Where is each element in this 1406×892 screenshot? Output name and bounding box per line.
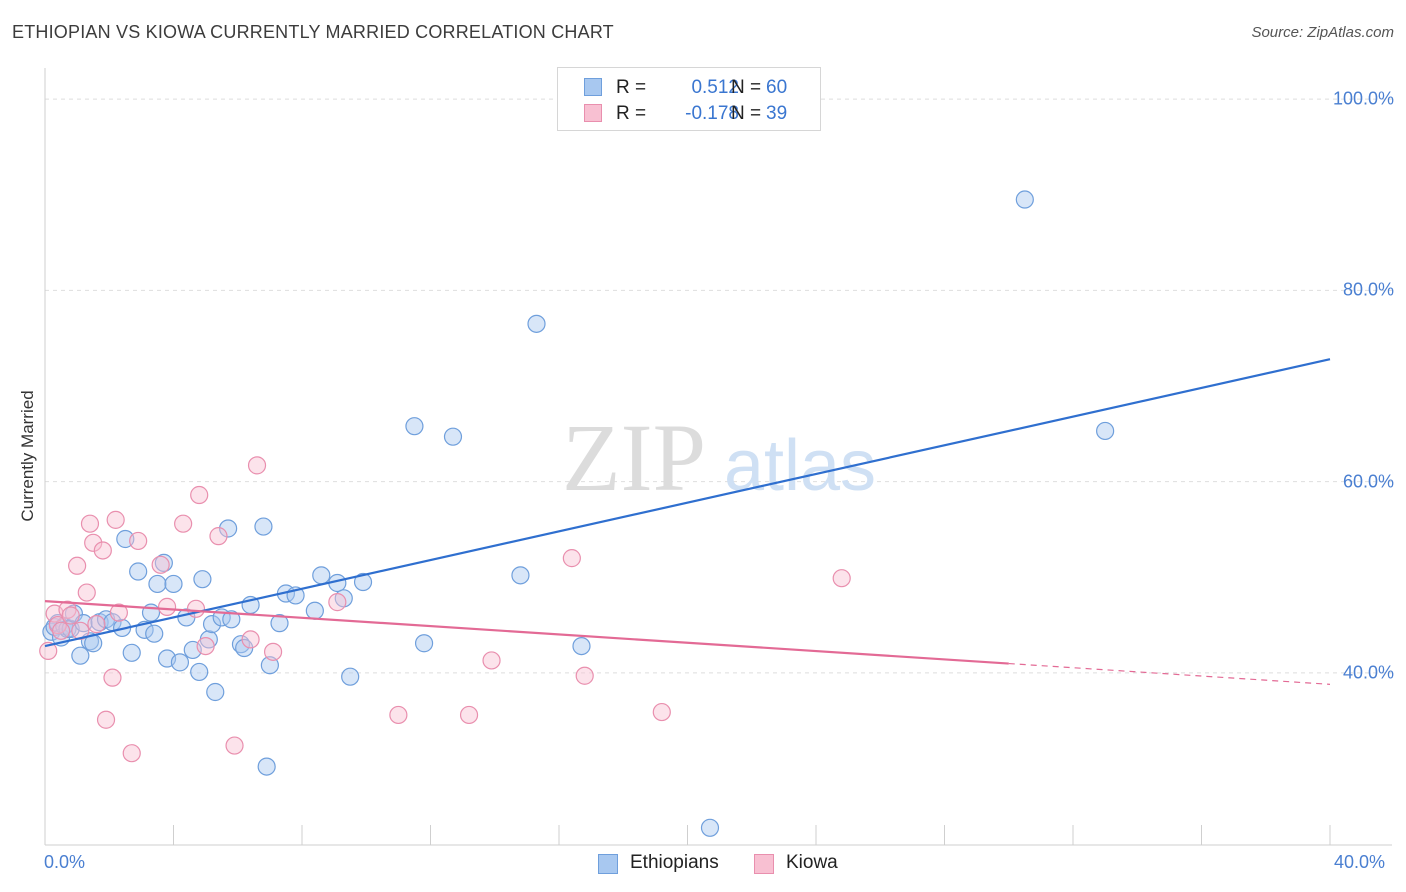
y-tick-label: 80.0% [1342, 279, 1394, 300]
point-kiowa [209, 527, 228, 546]
point-kiowa [241, 630, 260, 649]
point-kiowa [48, 615, 67, 635]
legend-n-label: N = [731, 103, 762, 124]
point-ethiopians [1015, 190, 1034, 209]
point-kiowa [652, 702, 671, 722]
point-kiowa [151, 555, 170, 574]
point-ethiopians [154, 553, 173, 573]
point-ethiopians [305, 601, 324, 620]
point-ethiopians [443, 427, 463, 446]
legend-r-value: -0.178 [685, 103, 739, 124]
legend-label-kiowa: Kiowa [786, 852, 838, 873]
point-kiowa [174, 514, 193, 533]
point-ethiopians [1096, 421, 1115, 441]
x-tick-min: 0.0% [44, 852, 86, 872]
point-ethiopians [129, 562, 148, 581]
point-ethiopians [122, 643, 141, 662]
point-kiowa [39, 641, 58, 660]
stats-legend: R = 0.512 N = 60 R = -0.178 N = 39 [557, 67, 821, 131]
point-kiowa [225, 736, 244, 755]
trend-line-ethiopians [44, 358, 1331, 648]
point-kiowa [103, 668, 122, 687]
point-kiowa [80, 514, 100, 533]
legend-swatch-kiowa [584, 104, 602, 122]
point-ethiopians [572, 636, 591, 656]
point-ethiopians [312, 566, 331, 585]
point-ethiopians [527, 314, 546, 333]
point-kiowa [575, 666, 594, 685]
point-ethiopians [190, 662, 209, 682]
point-kiowa [122, 744, 141, 763]
point-kiowa [562, 549, 581, 568]
legend-n-label: N = [731, 77, 762, 98]
y-tick-label: 60.0% [1342, 471, 1394, 492]
point-ethiopians [341, 667, 360, 686]
point-ethiopians [260, 656, 279, 675]
x-tick-max: 40.0% [1334, 852, 1386, 872]
point-kiowa [482, 651, 501, 670]
point-ethiopians [270, 614, 289, 633]
point-kiowa [96, 710, 116, 729]
point-ethiopians [71, 646, 90, 665]
trend-line-extension-kiowa [1008, 662, 1331, 685]
point-kiowa [58, 600, 77, 619]
legend-n-value: 39 [766, 103, 788, 124]
gridlines [45, 98, 1392, 674]
point-kiowa [389, 705, 408, 725]
point-ethiopians [254, 517, 273, 536]
point-kiowa [106, 510, 125, 529]
trend-line-kiowa [44, 600, 1009, 665]
point-kiowa [68, 556, 87, 575]
point-ethiopians [202, 615, 222, 634]
data-points [39, 190, 1115, 837]
legend-swatch-kiowa [754, 854, 774, 874]
point-ethiopians [405, 417, 424, 436]
watermark-zip: ZIP [562, 404, 706, 511]
point-ethiopians [145, 624, 164, 643]
point-ethiopians [353, 572, 373, 592]
legend-label-ethiopians: Ethiopians [630, 852, 719, 873]
point-ethiopians [257, 757, 276, 776]
point-kiowa [263, 642, 283, 661]
point-kiowa [196, 636, 215, 656]
point-kiowa [247, 456, 267, 475]
y-tick-label: 40.0% [1342, 662, 1394, 683]
watermark: ZIP atlas [562, 404, 876, 511]
legend-r-value: 0.512 [691, 77, 739, 98]
legend-swatch-ethiopians [598, 854, 618, 874]
legend-r-label: R = [616, 77, 647, 98]
point-kiowa [84, 533, 103, 552]
point-ethiopians [511, 566, 530, 585]
point-kiowa [109, 603, 128, 622]
point-ethiopians [164, 574, 183, 594]
point-kiowa [459, 705, 479, 725]
point-ethiopians [170, 653, 190, 672]
source-label: Source: ZipAtlas.com [1251, 24, 1394, 41]
legend-swatch-ethiopians [584, 78, 602, 96]
point-kiowa [61, 606, 80, 625]
trend-lines [44, 358, 1331, 685]
point-ethiopians [222, 610, 241, 629]
point-kiowa [51, 621, 71, 640]
point-ethiopians [206, 682, 225, 702]
point-kiowa [93, 541, 112, 560]
axes [44, 68, 1392, 846]
point-kiowa [832, 569, 851, 588]
point-ethiopians [148, 574, 167, 594]
point-ethiopians [219, 519, 238, 538]
point-kiowa [190, 485, 209, 505]
point-kiowa [328, 593, 347, 612]
legend-n-value: 60 [766, 77, 788, 98]
chart-title: ETHIOPIAN VS KIOWA CURRENTLY MARRIED COR… [12, 22, 614, 42]
point-kiowa [129, 531, 148, 551]
legend-r-label: R = [616, 103, 647, 124]
point-kiowa [77, 583, 96, 602]
point-ethiopians [414, 634, 434, 653]
point-kiowa [157, 597, 177, 616]
point-ethiopians [193, 570, 212, 589]
y-tick-label: 100.0% [1332, 88, 1394, 109]
point-ethiopians [700, 818, 720, 837]
point-kiowa [87, 615, 106, 634]
